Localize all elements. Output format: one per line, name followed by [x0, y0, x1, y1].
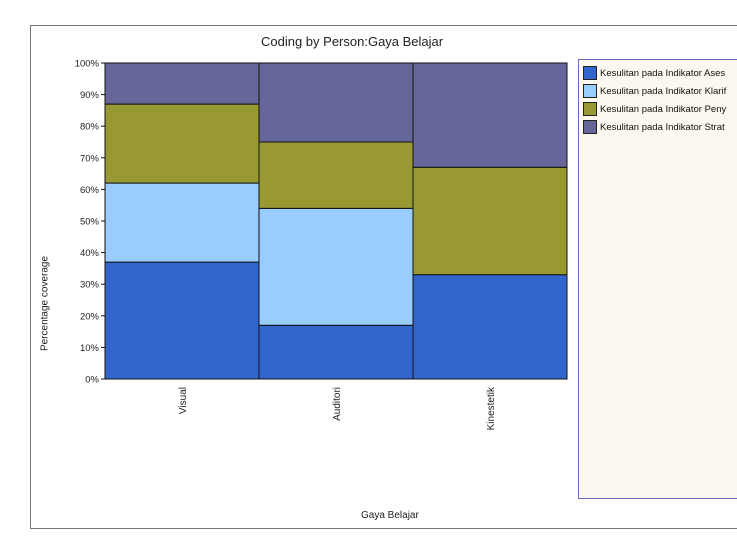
legend-item: Kesulitan pada Indikator Peny [583, 100, 737, 118]
legend-label: Kesulitan pada Indikator Strat [600, 121, 725, 133]
y-tick-label-1: 10% [80, 343, 100, 354]
legend-item: Kesulitan pada Indikator Strat [583, 118, 737, 136]
y-tick-label-9: 90% [80, 90, 100, 101]
x-tick-label-kinestetik: Kinestetik [486, 386, 497, 430]
chart-frame: Coding by Person:Gaya Belajar Percentage… [30, 25, 737, 529]
bar-segment-visual-1 [104, 261, 260, 380]
bar-segment-kinestetik-4 [412, 62, 568, 168]
legend-label: Kesulitan pada Indikator Klarif [600, 85, 727, 97]
y-tick-label-4: 40% [80, 248, 100, 259]
x-tick-label-auditori: Auditori [332, 387, 343, 421]
legend-item: Kesulitan pada Indikator Klarif [583, 82, 737, 100]
bar-segment-visual-2 [104, 182, 260, 263]
bar-segment-kinestetik-1 [412, 274, 568, 380]
bar-segment-visual-3 [104, 103, 260, 184]
bar-segment-auditori-3 [258, 141, 414, 209]
bar-segment-visual-4 [104, 62, 260, 105]
x-axis-label: Gaya Belajar [361, 510, 419, 521]
y-tick-label-2: 20% [80, 311, 100, 322]
legend-label: Kesulitan pada Indikator Peny [600, 103, 727, 115]
y-tick-label-6: 60% [80, 185, 100, 196]
y-tick-label-0: 0% [85, 375, 99, 386]
y-tick-label-5: 50% [80, 217, 100, 228]
bar-segment-auditori-2 [258, 207, 414, 326]
legend-swatch [583, 102, 597, 116]
y-tick-label-7: 70% [80, 153, 100, 164]
bar-segment-kinestetik-3 [412, 166, 568, 276]
chart-title: Coding by Person:Gaya Belajar [261, 34, 444, 49]
y-tick-label-3: 30% [80, 280, 100, 291]
legend-swatch [583, 66, 597, 80]
legend: Kesulitan pada Indikator Ases Kesulitan p… [578, 59, 737, 499]
bar-segment-auditori-4 [258, 62, 414, 143]
plot-area: Visual Auditori Kinestetik 0% 10% 20% 30% 40% 50… [75, 59, 568, 430]
legend-swatch [583, 84, 597, 98]
legend-item: Kesulitan pada Indikator Ases [583, 64, 737, 82]
y-tick-label-10: 100% [75, 59, 100, 70]
legend-swatch [583, 120, 597, 134]
bar-segment-auditori-1 [258, 324, 414, 380]
x-tick-label-visual: Visual [178, 387, 189, 414]
legend-label: Kesulitan pada Indikator Ases [600, 67, 726, 79]
y-tick-label-8: 80% [80, 122, 100, 133]
